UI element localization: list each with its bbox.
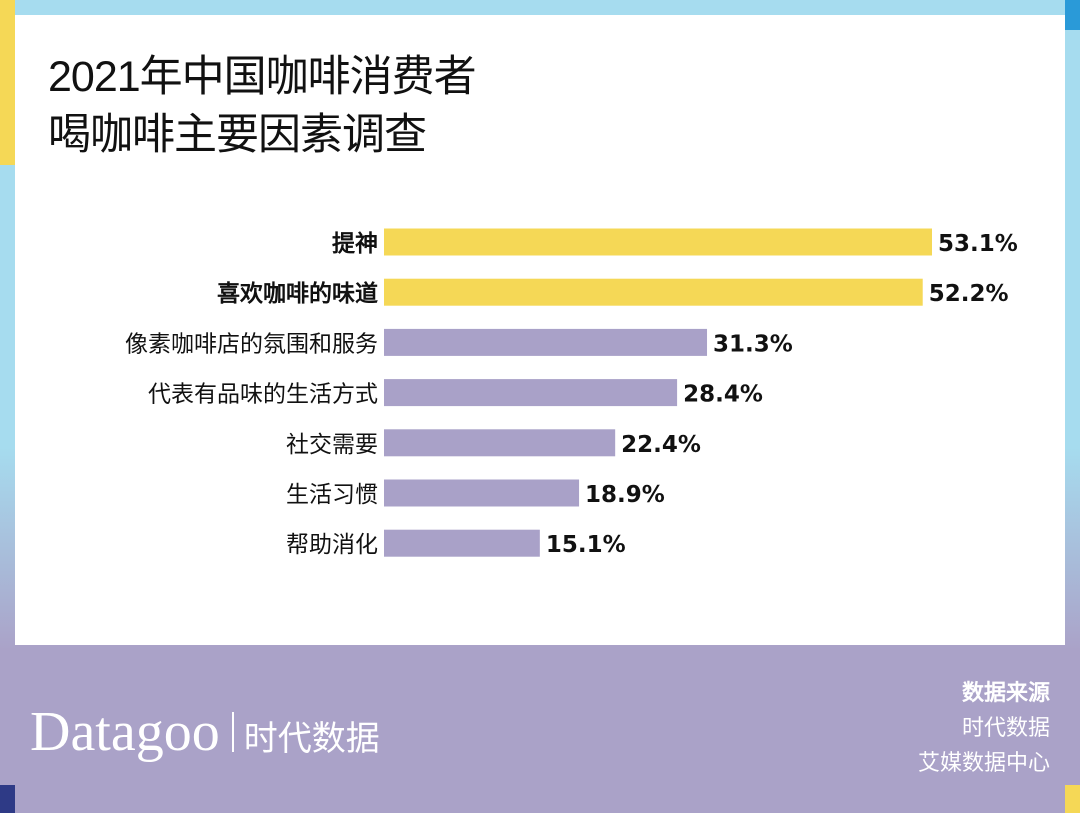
value-label: 15.1% xyxy=(546,532,626,558)
bar xyxy=(384,429,616,457)
bar xyxy=(384,379,678,407)
footer xyxy=(15,645,1065,811)
logo-divider xyxy=(231,712,234,752)
category-label: 社交需要 xyxy=(286,432,378,458)
category-label: 提神 xyxy=(332,230,378,257)
frame-yellow-right xyxy=(1065,785,1080,813)
bar xyxy=(384,529,540,557)
source-heading: 数据来源 xyxy=(961,681,1050,706)
bar xyxy=(384,328,708,356)
category-label: 代表有品味的生活方式 xyxy=(148,382,378,408)
frame-yellow-left xyxy=(0,0,15,165)
category-label: 生活习惯 xyxy=(286,482,378,508)
value-label: 53.1% xyxy=(938,231,1018,257)
bar xyxy=(384,278,923,306)
value-label: 28.4% xyxy=(683,382,763,408)
title-line-2: 喝咖啡主要因素调查 xyxy=(48,111,427,159)
source-item: 时代数据 xyxy=(961,716,1050,741)
category-label: 喜欢咖啡的味道 xyxy=(217,280,378,307)
logo-cn: 时代数据 xyxy=(243,719,380,759)
data-source: 数据来源 时代数据 艾媒数据中心 xyxy=(918,676,1050,781)
value-label: 52.2% xyxy=(929,281,1009,307)
bar xyxy=(384,479,580,507)
value-label: 18.9% xyxy=(585,482,665,508)
category-label: 像素咖啡店的氛围和服务 xyxy=(125,331,378,357)
chart-title: 2021年中国咖啡消费者 喝咖啡主要因素调查 xyxy=(48,48,477,164)
value-label: 31.3% xyxy=(713,331,793,357)
datagoo-logo: Datagoo 时代数据 xyxy=(30,700,380,764)
category-label: 帮助消化 xyxy=(286,532,378,558)
logo-text: Datagoo xyxy=(30,701,220,763)
source-item: 艾媒数据中心 xyxy=(917,751,1050,776)
title-line-1: 2021年中国咖啡消费者 xyxy=(48,53,477,101)
bar xyxy=(384,228,932,256)
frame-navy-left xyxy=(0,785,15,813)
value-label: 22.4% xyxy=(621,432,701,458)
frame-blue-right xyxy=(1065,0,1080,30)
